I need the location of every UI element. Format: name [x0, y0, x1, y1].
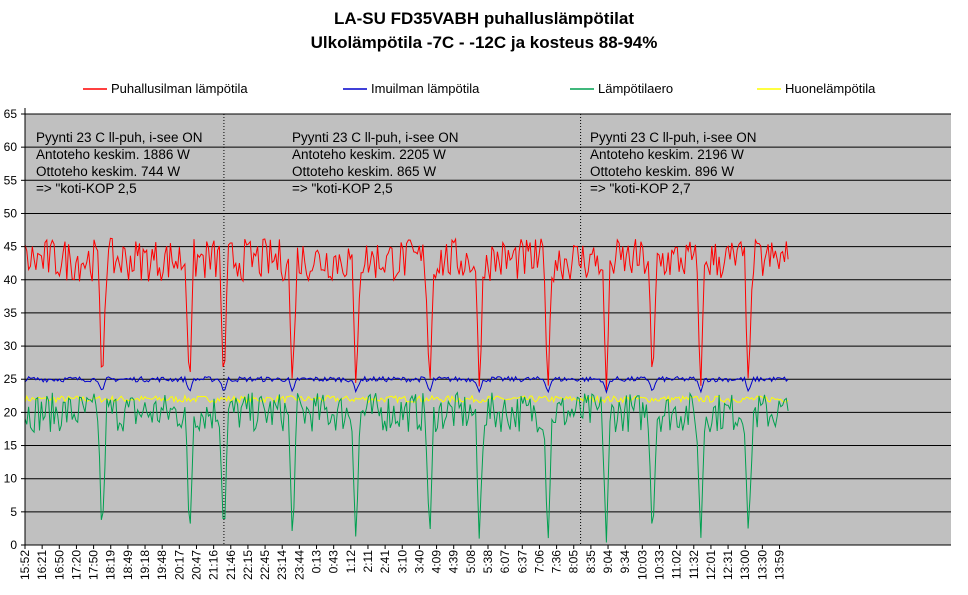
y-tick-label: 60 — [4, 140, 18, 154]
annotation-line: Ottoteho keskim. 896 W — [590, 164, 734, 179]
y-tick-label: 35 — [4, 306, 18, 320]
y-tick-label: 30 — [4, 339, 18, 353]
x-tick-label: 16:50 — [52, 550, 66, 580]
x-tick-label: 10:03 — [635, 550, 649, 580]
y-tick-label: 40 — [4, 273, 18, 287]
x-tick-label: 0:43 — [327, 550, 341, 574]
x-tick-label: 9:04 — [601, 550, 615, 574]
x-tick-label: 3:40 — [412, 550, 426, 574]
y-tick-label: 0 — [10, 538, 17, 552]
x-tick-label: 21:16 — [207, 550, 221, 580]
x-tick-label: 8:05 — [567, 550, 581, 574]
x-tick-label: 11:02 — [670, 550, 684, 579]
annotation-line: Ottoteho keskim. 865 W — [292, 164, 436, 179]
x-tick-label: 12:31 — [721, 550, 735, 580]
y-tick-label: 50 — [4, 206, 18, 220]
y-tick-label: 45 — [4, 240, 18, 254]
x-tick-label: 4:39 — [447, 550, 461, 574]
x-tick-label: 2:11 — [361, 550, 375, 573]
annotation-line: => "koti-KOP 2,5 — [36, 181, 137, 196]
legend-label: Imuilman lämpötila — [371, 81, 480, 96]
x-tick-label: 19:18 — [138, 550, 152, 580]
x-tick-label: 17:20 — [69, 550, 83, 580]
x-tick-label: 13:59 — [773, 550, 787, 580]
x-tick-label: 23:14 — [275, 550, 289, 580]
y-tick-label: 15 — [4, 439, 18, 453]
x-tick-label: 19:48 — [155, 550, 169, 580]
x-tick-label: 17:50 — [87, 550, 101, 580]
y-axis: 0 5 10 15 20 25 30 35 40 45 50 55 60 65 — [4, 107, 26, 552]
legend: Puhallusilman lämpötila Imuilman lämpötil… — [83, 81, 876, 96]
annotation-line: Antoteho keskim. 2205 W — [292, 147, 446, 162]
annotation-line: Ottoteho keskim. 744 W — [36, 164, 180, 179]
series-line — [24, 237, 789, 391]
annotation-line: Antoteho keskim. 1886 W — [36, 147, 190, 162]
y-tick-label: 25 — [4, 372, 18, 386]
x-tick-label: 18:19 — [104, 550, 118, 580]
annotation-line: => "koti-KOP 2,5 — [292, 181, 393, 196]
plot-area — [25, 114, 951, 545]
annotation-line: Antoteho keskim. 2196 W — [590, 147, 744, 162]
x-tick-label: 2:41 — [378, 550, 392, 574]
annotation-line: Pyynti 23 C ll-puh, i-see ON — [292, 130, 459, 145]
annotation-line: => "koti-KOP 2,7 — [590, 181, 691, 196]
y-tick-label: 65 — [4, 107, 18, 121]
x-tick-label: 6:37 — [515, 550, 529, 574]
x-tick-label: 1:12 — [344, 550, 358, 574]
x-tick-label: 5:08 — [464, 550, 478, 574]
x-tick-label: 22:45 — [258, 550, 272, 580]
chart-subtitle: Ulkolämpötila -7C - -12C ja kosteus 88-9… — [311, 33, 658, 52]
x-tick-label: 11:32 — [687, 550, 701, 579]
x-tick-label: 4:09 — [430, 550, 444, 574]
x-tick-label: 20:17 — [172, 550, 186, 580]
annotation-line: Pyynti 23 C ll-puh, i-see ON — [590, 130, 757, 145]
series-line — [24, 375, 789, 394]
x-tick-label: 7:06 — [532, 550, 546, 574]
annotation-line: Pyynti 23 C ll-puh, i-see ON — [36, 130, 203, 145]
x-tick-label: 13:00 — [738, 550, 752, 580]
y-tick-label: 55 — [4, 173, 18, 187]
x-tick-label: 9:34 — [618, 550, 632, 574]
x-tick-label: 12:01 — [704, 550, 718, 580]
y-tick-label: 10 — [4, 472, 18, 486]
x-tick-label: 3:10 — [395, 550, 409, 574]
x-tick-label: 0:13 — [310, 550, 324, 574]
x-tick-label: 5:38 — [481, 550, 495, 574]
x-tick-label: 16:21 — [35, 550, 49, 580]
x-tick-label: 10:33 — [652, 550, 666, 580]
x-tick-label: 13:30 — [755, 550, 769, 580]
x-tick-label: 22:15 — [241, 550, 255, 580]
y-tick-label: 20 — [4, 405, 18, 419]
legend-label: Lämpötilaero — [598, 81, 673, 96]
x-axis: 15:52 16:21 16:50 17:20 17:50 18:19 18:49 19:18… — [18, 544, 951, 580]
series-line — [24, 391, 789, 543]
x-tick-label: 21:46 — [224, 550, 238, 580]
y-tick-label: 5 — [10, 505, 17, 519]
x-tick-label: 8:35 — [584, 550, 598, 574]
x-tick-label: 15:52 — [18, 550, 32, 580]
x-tick-label: 20:47 — [189, 550, 203, 580]
chart-title: LA-SU FD35VABH puhalluslämpötilat — [334, 9, 634, 28]
x-tick-label: 18:49 — [121, 550, 135, 580]
x-tick-label: 7:36 — [550, 550, 564, 574]
annotations: Pyynti 23 C ll-puh, i-see ON Antoteho kes… — [36, 130, 757, 196]
legend-label: Puhallusilman lämpötila — [111, 81, 248, 96]
x-tick-label: 23:44 — [292, 550, 306, 580]
legend-label: Huonelämpötila — [785, 81, 876, 96]
x-tick-label: 6:07 — [498, 550, 512, 574]
